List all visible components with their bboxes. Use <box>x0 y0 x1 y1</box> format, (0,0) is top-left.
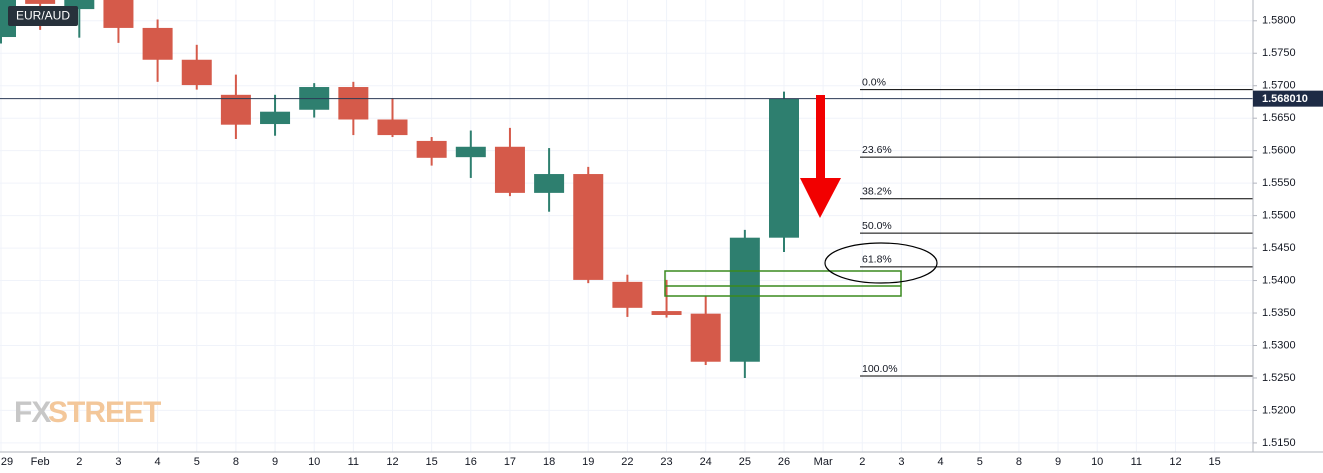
x-tick-label: 15 <box>1209 456 1221 468</box>
candle-body <box>651 311 682 315</box>
fib-label: 100.0% <box>862 363 898 375</box>
x-tick-label: 26 <box>778 456 790 468</box>
fib-label: 50.0% <box>862 220 892 232</box>
x-tick-label: 19 <box>582 456 594 468</box>
x-tick-label: 22 <box>621 456 633 468</box>
candle-body <box>338 87 369 120</box>
candles <box>0 0 1253 378</box>
x-tick-label: 9 <box>272 456 278 468</box>
x-tick-label: 4 <box>938 456 944 468</box>
fib-label: 61.8% <box>862 254 892 266</box>
y-tick-label: 1.5550 <box>1262 177 1296 189</box>
y-tick-label: 1.5400 <box>1262 274 1296 286</box>
x-tick-label: 2 <box>76 456 82 468</box>
x-tick-label: 8 <box>233 456 239 468</box>
y-tick-label: 1.5750 <box>1262 47 1296 59</box>
y-tick-label: 1.5600 <box>1262 145 1296 157</box>
candle-body <box>416 140 447 158</box>
x-tick-label: 23 <box>660 456 672 468</box>
x-tick-label: 2 <box>859 456 865 468</box>
y-tick-label: 1.5150 <box>1262 437 1296 449</box>
x-tick-label: 17 <box>504 456 516 468</box>
x-tick-label: 25 <box>739 456 751 468</box>
x-tick-label: 4 <box>155 456 161 468</box>
watermark: FX STREET <box>14 396 162 429</box>
x-tick-label: 24 <box>700 456 712 468</box>
candle-body <box>260 111 291 125</box>
y-tick-label: 1.5500 <box>1262 210 1296 222</box>
x-tick-label: 5 <box>194 456 200 468</box>
x-tick-label: 9 <box>1055 456 1061 468</box>
x-tick-label: 3 <box>898 456 904 468</box>
candle-body <box>64 0 95 10</box>
y-tick-label: 1.5450 <box>1262 242 1296 254</box>
candle-body <box>220 94 251 125</box>
candle-body <box>377 119 408 136</box>
x-tick-label: 18 <box>543 456 555 468</box>
arrow-head <box>800 178 841 218</box>
x-tick-label: 11 <box>1131 456 1142 468</box>
y-tick-label: 1.5650 <box>1262 112 1296 124</box>
symbol: EUR/AUD <box>16 9 70 23</box>
arrow-shaft <box>816 95 825 180</box>
x-tick-label: 5 <box>977 456 983 468</box>
x-tick-label: 15 <box>426 456 438 468</box>
candle-body <box>142 27 173 60</box>
x-tick-label: Mar <box>814 456 833 468</box>
watermark-street: STREET <box>48 396 161 429</box>
x-tick-label: 3 <box>115 456 121 468</box>
candle-body <box>690 313 721 362</box>
candle-body <box>534 174 565 193</box>
fib-label: 0.0% <box>862 76 886 88</box>
y-tick-label: 1.5300 <box>1262 339 1296 351</box>
candle-body <box>729 237 760 362</box>
x-tick-label: 10 <box>308 456 320 468</box>
fibonacci: 0.0% 23.6% 38.2% 50.0% 61.8% 100.0% <box>860 76 1253 377</box>
last-price-label: 1.568010 <box>1262 93 1308 105</box>
x-tick-label: 11 <box>348 456 359 468</box>
symbol-box <box>8 6 78 26</box>
y-tick-label: 1.5250 <box>1262 372 1296 384</box>
fib-label: 38.2% <box>862 186 892 198</box>
x-tick-label: 16 <box>465 456 477 468</box>
watermark-fx: FX <box>14 396 51 429</box>
candle-body <box>573 174 604 280</box>
candle-body <box>455 146 486 158</box>
y-tick-label: 1.5800 <box>1262 15 1296 27</box>
fib-label: 23.6% <box>862 144 892 156</box>
x-tick-label: 8 <box>1016 456 1022 468</box>
candle-body <box>25 0 56 4</box>
candle-body <box>181 59 212 86</box>
y-tick-label: 1.5200 <box>1262 404 1296 416</box>
annotations <box>664 95 938 297</box>
candle-body <box>494 146 525 193</box>
x-tick-label: 29 <box>1 456 13 468</box>
y-tick-label: 1.5350 <box>1262 307 1296 319</box>
last-price-box <box>1253 90 1323 107</box>
candle-body <box>103 0 134 28</box>
y-tick-label: 1.5700 <box>1262 80 1296 92</box>
zone-box <box>664 270 902 297</box>
x-tick-label: Feb <box>31 456 50 468</box>
axes: 1.5150 1.5200 1.5250 1.5300 1.5350 1.5400 1.54… <box>1 15 1296 468</box>
x-tick-label: 12 <box>1169 456 1181 468</box>
grid-layer <box>0 0 1253 452</box>
highlight-ellipse <box>824 242 938 284</box>
candle-body <box>769 98 799 238</box>
x-tick-label: 10 <box>1091 456 1103 468</box>
candle-body <box>612 281 643 308</box>
x-tick-label: 12 <box>386 456 398 468</box>
